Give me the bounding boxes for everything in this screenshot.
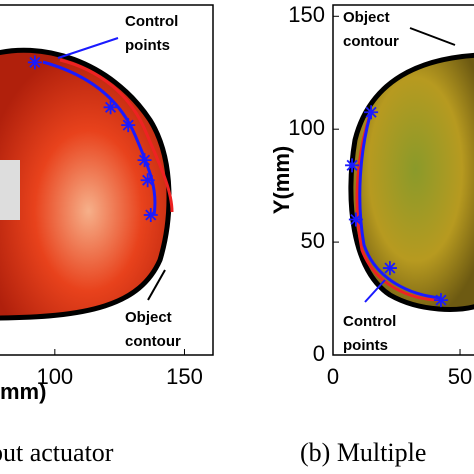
annotation: points: [343, 337, 388, 354]
annotation: Object: [343, 9, 390, 26]
arrow: [57, 37, 119, 59]
reference-contour: [355, 111, 442, 302]
x-tick-label: 150: [166, 364, 203, 389]
control-point: [345, 158, 360, 173]
control-point: [121, 118, 136, 133]
x-tick-label: 100: [36, 364, 73, 389]
arrow: [147, 269, 166, 301]
annotation: Object: [125, 309, 172, 326]
fitted-contour: [42, 60, 157, 216]
annotation: contour: [125, 333, 181, 350]
caption: (b) Multiple: [300, 438, 426, 467]
annotation: Control: [343, 313, 396, 330]
annotation: points: [125, 37, 170, 54]
object-contour: [348, 52, 474, 312]
control-point: [364, 105, 379, 120]
image-patch: [0, 160, 20, 220]
y-axis-label: Y(mm): [269, 146, 294, 214]
y-tick-label: 0: [313, 341, 325, 366]
x-tick-label: 50: [448, 364, 472, 389]
control-point: [382, 261, 397, 276]
object-image: [350, 55, 474, 310]
arrow: [409, 27, 456, 46]
annotation: Control: [125, 13, 178, 30]
control-point: [27, 55, 42, 70]
control-point: [433, 293, 448, 308]
fitted-contour: [358, 111, 442, 300]
y-tick-label: 50: [301, 228, 325, 253]
annotation: contour: [343, 33, 399, 50]
y-tick-label: 100: [288, 115, 325, 140]
x-tick-label: 0: [327, 364, 339, 389]
control-point: [143, 208, 158, 222]
arrow: [364, 279, 386, 303]
x-axis-label: mm): [0, 379, 46, 404]
control-point: [137, 153, 152, 168]
caption: put actuator: [0, 438, 114, 467]
reference-contour: [59, 58, 174, 213]
control-point: [348, 212, 363, 227]
control-point: [140, 173, 155, 188]
y-tick-label: 150: [288, 2, 325, 27]
control-point: [103, 100, 118, 115]
